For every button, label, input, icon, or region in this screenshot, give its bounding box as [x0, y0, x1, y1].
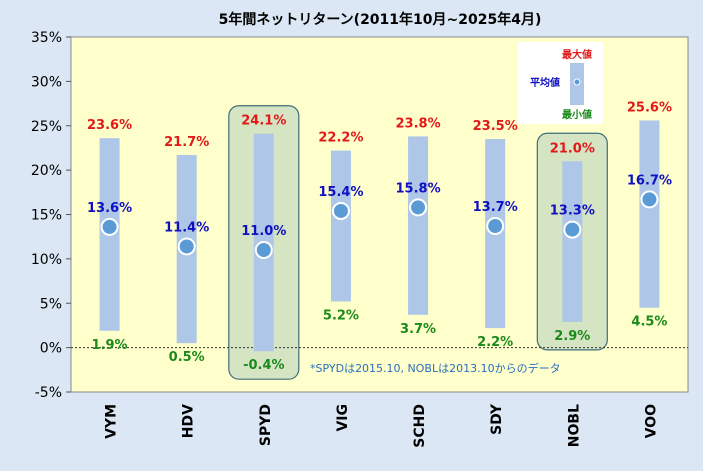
y-tick-label: 35% [31, 30, 62, 46]
y-tick-label: 30% [31, 74, 62, 90]
x-tick-label: SCHD [412, 404, 428, 448]
avg-label: 16.7% [627, 173, 672, 188]
x-tick-label: VYM [104, 404, 120, 439]
x-tick-label: SPYD [258, 404, 274, 446]
min-label: 3.7% [400, 322, 436, 337]
legend: 最大値 平均値 最小値 [518, 42, 603, 124]
y-tick-label: 25% [31, 119, 62, 135]
x-tick-label: SDY [489, 403, 505, 435]
range-bar-voo [639, 120, 660, 308]
avg-marker-schd [409, 198, 428, 217]
avg-marker-hdv [177, 237, 196, 256]
min-label: -0.4% [243, 358, 284, 373]
y-tick-label: 0% [40, 341, 62, 357]
max-label: 25.6% [627, 100, 672, 115]
legend-max-label: 最大値 [562, 48, 592, 61]
y-tick-label: -5% [35, 385, 62, 401]
y-tick-label: 5% [40, 296, 62, 312]
legend-box [518, 42, 603, 124]
avg-label: 13.3% [550, 204, 595, 219]
bar-layer [99, 120, 660, 352]
avg-label: 13.7% [473, 200, 518, 215]
max-label: 23.5% [473, 119, 518, 134]
max-label: 23.8% [396, 116, 441, 131]
min-label: 2.9% [554, 329, 590, 344]
min-label: 5.2% [323, 308, 359, 323]
label-layer: 23.6% 13.6% 1.9% 21.7% 11.4% 0.5% 24.1% 11.0% -0… [87, 100, 672, 373]
min-label: 1.9% [92, 338, 128, 353]
x-tick-label: NOBL [566, 404, 582, 447]
max-label: 21.0% [550, 141, 595, 156]
min-label: 0.5% [169, 350, 205, 365]
legend-min-label: 最小値 [562, 108, 592, 121]
avg-label: 15.4% [318, 185, 363, 200]
avg-marker-nobl [563, 220, 582, 239]
avg-marker-vym [100, 217, 119, 236]
range-bar-schd [408, 136, 429, 315]
max-label: 21.7% [164, 135, 209, 150]
max-label: 23.6% [87, 118, 132, 133]
avg-label: 13.6% [87, 201, 132, 216]
avg-label: 11.0% [241, 224, 286, 239]
legend-avg-label: 平均値 [530, 76, 560, 89]
min-label: 2.2% [477, 335, 513, 350]
y-tick-label: 20% [31, 163, 62, 179]
highlight-layer [228, 105, 608, 380]
x-tick-label: HDV [181, 404, 197, 438]
y-tick-label: 10% [31, 252, 62, 268]
range-bar-nobl [562, 161, 583, 322]
avg-marker-spyd [254, 241, 273, 259]
x-tick-label: VIG [335, 404, 351, 432]
legend-avg-marker [573, 78, 581, 86]
avg-marker-sdy [486, 217, 505, 236]
max-label: 24.1% [241, 114, 286, 129]
avg-label: 15.8% [396, 181, 441, 196]
data-note: *SPYDは2015.10, NOBLは2013.10からのデータ [310, 361, 561, 375]
avg-marker-vig [331, 201, 350, 220]
range-bar-vig [330, 150, 351, 302]
chart-title: 5年間ネットリターン(2011年10月~2025年4月) [219, 11, 542, 28]
axis-layer: -5% 0% 5% 10% 15% 20% 25% 30% 35% VYM HDV SPYD VIG SC… [31, 30, 688, 448]
avg-label: 11.4% [164, 220, 209, 235]
avg-marker-voo [640, 190, 659, 209]
y-tick-label: 15% [31, 208, 62, 224]
max-label: 22.2% [318, 131, 363, 146]
x-tick-label: VOO [643, 404, 659, 438]
min-label: 4.5% [631, 315, 667, 330]
